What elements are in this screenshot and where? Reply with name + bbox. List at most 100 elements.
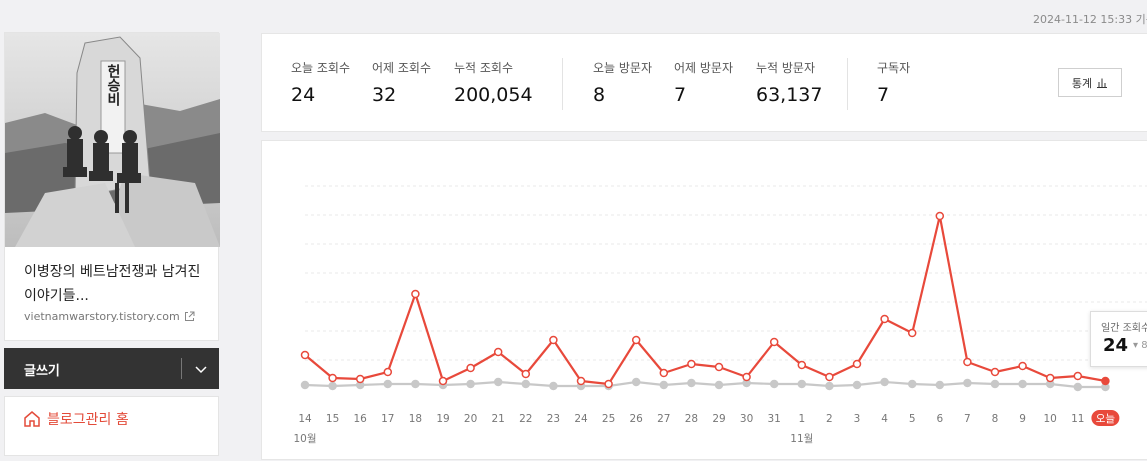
series-line-views bbox=[304, 214, 1106, 386]
x-tick-label: 1 bbox=[798, 413, 805, 425]
stats-button-label[interactable]: 통계 bbox=[1071, 76, 1093, 90]
stat-value: 63,137 bbox=[756, 84, 823, 106]
chevron-down-icon[interactable] bbox=[191, 359, 211, 379]
data-point-visitors bbox=[990, 379, 1000, 389]
bar-chart-icon bbox=[1097, 78, 1108, 88]
admin-home-link[interactable]: 블로그관리 홈 bbox=[23, 409, 129, 429]
data-point-views bbox=[438, 376, 448, 386]
x-tick-label-today: 오늘 bbox=[1096, 413, 1116, 425]
stat-label: 어제 조회수 bbox=[372, 61, 432, 75]
write-button[interactable]: 글쓰기 bbox=[24, 364, 60, 379]
data-point-views bbox=[576, 376, 586, 386]
data-point-views bbox=[852, 359, 862, 369]
stat-subscribers: 구독자 7 bbox=[877, 59, 910, 106]
stat-value: 7 bbox=[674, 84, 687, 106]
x-tick-label: 7 bbox=[964, 413, 971, 425]
data-point-views bbox=[1073, 371, 1083, 381]
data-point-views bbox=[631, 335, 641, 345]
x-tick-label: 2 bbox=[826, 413, 833, 425]
x-tick-label: 18 bbox=[409, 413, 422, 425]
data-point-views bbox=[328, 373, 337, 383]
data-point-views bbox=[466, 363, 475, 373]
data-point-visitors bbox=[1018, 379, 1027, 389]
stat-label: 오늘 방문자 bbox=[593, 61, 653, 75]
stat-value: 7 bbox=[877, 84, 890, 106]
home-icon bbox=[24, 411, 40, 427]
data-point-views bbox=[604, 379, 613, 389]
stats-divider bbox=[562, 58, 563, 110]
x-tick-label: 30 bbox=[740, 413, 753, 425]
timestamp: 2024-11-12 15:33 기준 bbox=[1033, 13, 1147, 26]
data-point-visitors bbox=[300, 380, 310, 390]
data-point-visitors bbox=[466, 379, 475, 389]
stats-button[interactable]: 통계 bbox=[1058, 68, 1122, 97]
x-tick-label: 4 bbox=[881, 413, 888, 425]
stat-label: 구독자 bbox=[877, 61, 911, 75]
data-point-views bbox=[963, 357, 972, 367]
x-tick-label: 17 bbox=[381, 413, 394, 425]
blog-url-link[interactable]: vietnamwarstory.tistory.com bbox=[24, 310, 195, 323]
photo-sign-text: 헌승비 bbox=[105, 64, 121, 107]
data-point-views bbox=[355, 374, 365, 384]
data-point-views bbox=[880, 314, 889, 324]
admin-menu-card: 블로그관리 홈 bbox=[4, 396, 219, 456]
data-point-visitors bbox=[907, 379, 917, 389]
blog-title[interactable]: 이병장의 베트남전쟁과 남겨진 이야기들... bbox=[24, 264, 201, 304]
blog-profile-card[interactable]: 헌승비 이병장의 베트남전쟁과 남겨진 이야기들... vietnamwarst… bbox=[4, 32, 220, 341]
data-point-views bbox=[742, 372, 751, 382]
x-month-label: 10월 bbox=[293, 433, 316, 445]
x-month-label: 11월 bbox=[790, 433, 813, 445]
data-point-views bbox=[411, 289, 420, 299]
x-tick-label: 19 bbox=[436, 413, 449, 425]
data-point-visitors bbox=[714, 380, 724, 390]
tooltip-value: 24 bbox=[1103, 335, 1129, 356]
x-tick-label: 22 bbox=[519, 413, 532, 425]
data-point-visitors bbox=[493, 377, 503, 387]
data-point-visitors bbox=[328, 381, 337, 391]
today-badge bbox=[1091, 410, 1120, 426]
data-point-views bbox=[825, 372, 834, 382]
data-point-visitors bbox=[852, 380, 862, 390]
data-point-visitors bbox=[687, 378, 696, 388]
daily-views-chart-card: 14 15 16 17 18 19 20 21 22 23 24 25 26 27 28 29 30 31 1 2 3 4… bbox=[261, 140, 1147, 460]
stat-label: 오늘 조회수 bbox=[291, 61, 351, 75]
blog-photo[interactable]: 헌승비 bbox=[5, 33, 220, 247]
data-point-visitors bbox=[1073, 382, 1083, 392]
data-point-views bbox=[383, 367, 393, 377]
stats-divider bbox=[847, 58, 848, 110]
x-tick-label: 5 bbox=[909, 413, 916, 425]
data-point-views bbox=[1018, 361, 1027, 371]
x-tick-label: 28 bbox=[685, 413, 698, 425]
tooltip-visitor-value: ▾ 8 bbox=[1133, 340, 1147, 351]
x-tick-label: 16 bbox=[354, 413, 368, 425]
x-tick-label: 8 bbox=[992, 413, 999, 425]
x-tick-label: 15 bbox=[326, 413, 339, 425]
x-tick-label: 10 bbox=[1044, 413, 1057, 425]
data-point-visitors bbox=[411, 379, 420, 389]
data-point-views bbox=[990, 367, 1000, 377]
admin-home-label[interactable]: 블로그관리 홈 bbox=[47, 412, 129, 428]
data-point-visitors bbox=[797, 379, 807, 389]
stat-yesterday-visitors: 어제 방문자 7 bbox=[674, 59, 733, 106]
x-tick-label: 11 bbox=[1071, 413, 1084, 425]
write-post-bar[interactable]: 글쓰기 bbox=[4, 348, 219, 389]
data-point-views bbox=[769, 337, 779, 347]
data-point-visitors bbox=[521, 379, 531, 389]
x-tick-label: 26 bbox=[630, 413, 644, 425]
data-point-views bbox=[549, 335, 558, 345]
x-tick-label: 14 bbox=[298, 413, 312, 425]
data-point-views bbox=[687, 359, 696, 369]
stat-value: 200,054 bbox=[454, 84, 533, 106]
data-point-visitors bbox=[769, 379, 779, 389]
stat-value: 8 bbox=[593, 84, 606, 106]
stat-label: 어제 방문자 bbox=[674, 61, 734, 75]
stats-summary-card: 오늘 조회수 24 어제 조회수 32 누적 조회수 200,054 오늘 방문… bbox=[261, 33, 1147, 132]
x-tick-label: 25 bbox=[602, 413, 615, 425]
data-point-views bbox=[521, 369, 531, 379]
data-point-visitors bbox=[383, 379, 393, 389]
stat-today-views: 오늘 조회수 24 bbox=[291, 59, 350, 106]
blog-url-text[interactable]: vietnamwarstory.tistory.com bbox=[24, 310, 180, 323]
x-tick-label: 20 bbox=[464, 413, 477, 425]
data-point-views bbox=[797, 360, 807, 370]
stat-value: 32 bbox=[372, 84, 397, 106]
